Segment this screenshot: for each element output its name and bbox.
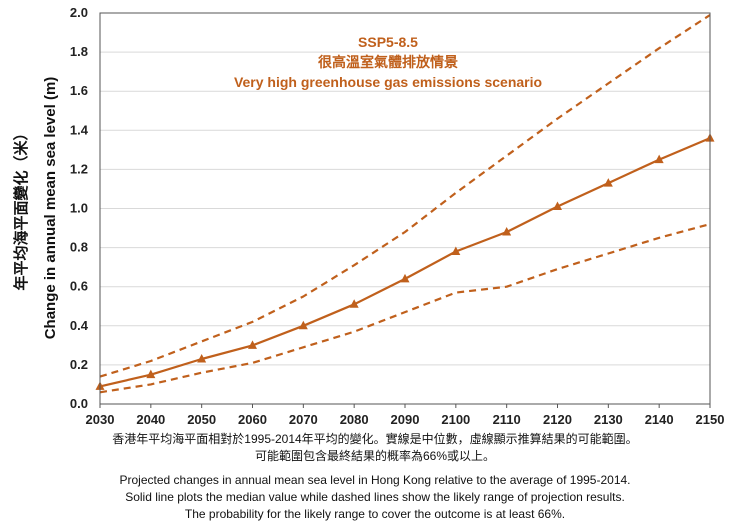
x-tick-label: 2140 — [645, 412, 674, 427]
median-marker — [553, 201, 562, 211]
y-tick-label: 0.4 — [70, 318, 89, 333]
x-tick-label: 2110 — [493, 412, 521, 427]
grid — [100, 51, 710, 366]
median-marker — [502, 226, 512, 236]
sea-level-chart: 0.00.20.40.60.81.01.21.41.61.82.0 2030 20… — [12, 5, 725, 427]
y-tick-label: 1.8 — [70, 44, 88, 59]
y-axis-label-en: Change in annual mean sea level (m) — [42, 77, 59, 340]
y-tick-label: 0.0 — [70, 396, 88, 411]
median-marker — [248, 340, 257, 349]
x-tick-label: 2040 — [136, 412, 165, 427]
caption-en-line-2: Solid line plots the median value while … — [125, 490, 625, 504]
median-marker — [197, 354, 207, 363]
x-tick-label: 2080 — [340, 412, 369, 427]
series-line-0 — [99, 137, 711, 388]
y-axis-label-zh: 年平均海平面變化（米） — [12, 125, 30, 290]
y-tick-label: 0.6 — [70, 279, 88, 294]
caption-zh: 香港年平均海平面相對於1995-2014年平均的變化。實線是中位數，虛線顯示推算… — [0, 431, 750, 465]
y-tick-label: 1.2 — [70, 161, 88, 176]
caption-zh-line-2: 可能範圍包含最終結果的概率為66%或以上。 — [254, 449, 496, 463]
caption-en-line-3: The probability for the likely range to … — [184, 507, 566, 521]
median-marker — [654, 154, 664, 164]
scenario-title: SSP5-8.5 — [358, 34, 418, 50]
y-tick-label: 2.0 — [70, 5, 88, 20]
median-marker — [349, 299, 359, 308]
y-tick-label: 0.2 — [70, 357, 88, 372]
median-marker — [146, 369, 156, 379]
y-tick-label: 1.0 — [70, 201, 88, 216]
x-tick-label: 2150 — [696, 412, 725, 427]
series-line-1 — [99, 14, 711, 378]
plot-frame — [99, 12, 711, 405]
x-tick-label: 2030 — [86, 412, 115, 427]
series-layer — [95, 14, 715, 394]
series-line-2 — [99, 223, 711, 394]
y-tick-label: 0.8 — [70, 240, 88, 255]
x-tick-label: 2070 — [289, 412, 318, 427]
caption-en-line-1: Projected changes in annual mean sea lev… — [119, 473, 631, 487]
y-axis-ticks: 0.0 0.2 0.4 0.6 0.8 1.0 1.2 1.4 1.6 1.8 2.0 — [70, 5, 89, 411]
x-axis-ticks: 2030 2040 2050 2060 2070 2080 2090 2100 2110 2120… — [86, 404, 725, 427]
x-tick-label: 2090 — [391, 412, 420, 427]
x-tick-label: 2100 — [441, 412, 470, 427]
x-tick-label: 2050 — [187, 412, 216, 427]
y-tick-label: 1.4 — [70, 122, 89, 137]
y-tick-label: 1.6 — [70, 83, 88, 98]
caption-zh-line-1: 香港年平均海平面相對於1995-2014年平均的變化。實線是中位數，虛線顯示推算… — [112, 432, 638, 446]
median-marker — [400, 273, 410, 283]
median-marker — [298, 320, 308, 330]
scenario-subtitle-en: Very high greenhouse gas emissions scena… — [234, 74, 542, 90]
caption-en: Projected changes in annual mean sea lev… — [0, 472, 750, 523]
scenario-subtitle-zh: 很高溫室氣體排放情景 — [318, 54, 458, 70]
x-tick-label: 2060 — [238, 412, 267, 427]
median-marker — [451, 246, 461, 256]
x-tick-label: 2130 — [594, 412, 623, 427]
x-tick-label: 2120 — [543, 412, 572, 427]
median-marker — [603, 178, 613, 187]
